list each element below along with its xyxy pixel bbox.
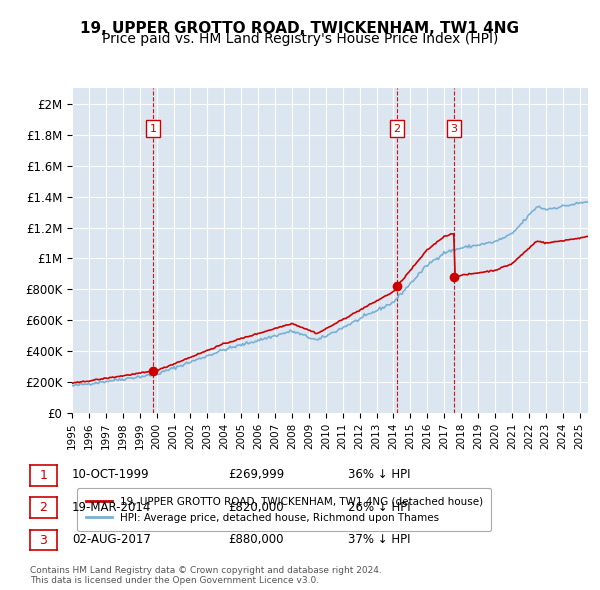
Text: 2: 2 [40, 501, 47, 514]
Text: £269,999: £269,999 [228, 468, 284, 481]
Text: £820,000: £820,000 [228, 501, 284, 514]
Text: 3: 3 [451, 124, 458, 134]
Text: 19, UPPER GROTTO ROAD, TWICKENHAM, TW1 4NG: 19, UPPER GROTTO ROAD, TWICKENHAM, TW1 4… [80, 21, 520, 35]
Text: Contains HM Land Registry data © Crown copyright and database right 2024.: Contains HM Land Registry data © Crown c… [30, 566, 382, 575]
Text: 10-OCT-1999: 10-OCT-1999 [72, 468, 149, 481]
Text: 3: 3 [40, 533, 47, 547]
Text: Price paid vs. HM Land Registry's House Price Index (HPI): Price paid vs. HM Land Registry's House … [102, 32, 498, 47]
Text: 26% ↓ HPI: 26% ↓ HPI [348, 501, 410, 514]
Text: This data is licensed under the Open Government Licence v3.0.: This data is licensed under the Open Gov… [30, 576, 319, 585]
Text: 02-AUG-2017: 02-AUG-2017 [72, 533, 151, 546]
Text: £880,000: £880,000 [228, 533, 284, 546]
Text: 2: 2 [394, 124, 401, 134]
Text: 1: 1 [40, 468, 47, 482]
Text: 37% ↓ HPI: 37% ↓ HPI [348, 533, 410, 546]
Legend: 19, UPPER GROTTO ROAD, TWICKENHAM, TW1 4NG (detached house), HPI: Average price,: 19, UPPER GROTTO ROAD, TWICKENHAM, TW1 4… [77, 488, 491, 531]
Text: 36% ↓ HPI: 36% ↓ HPI [348, 468, 410, 481]
Text: 19-MAR-2014: 19-MAR-2014 [72, 501, 151, 514]
Text: 1: 1 [149, 124, 157, 134]
